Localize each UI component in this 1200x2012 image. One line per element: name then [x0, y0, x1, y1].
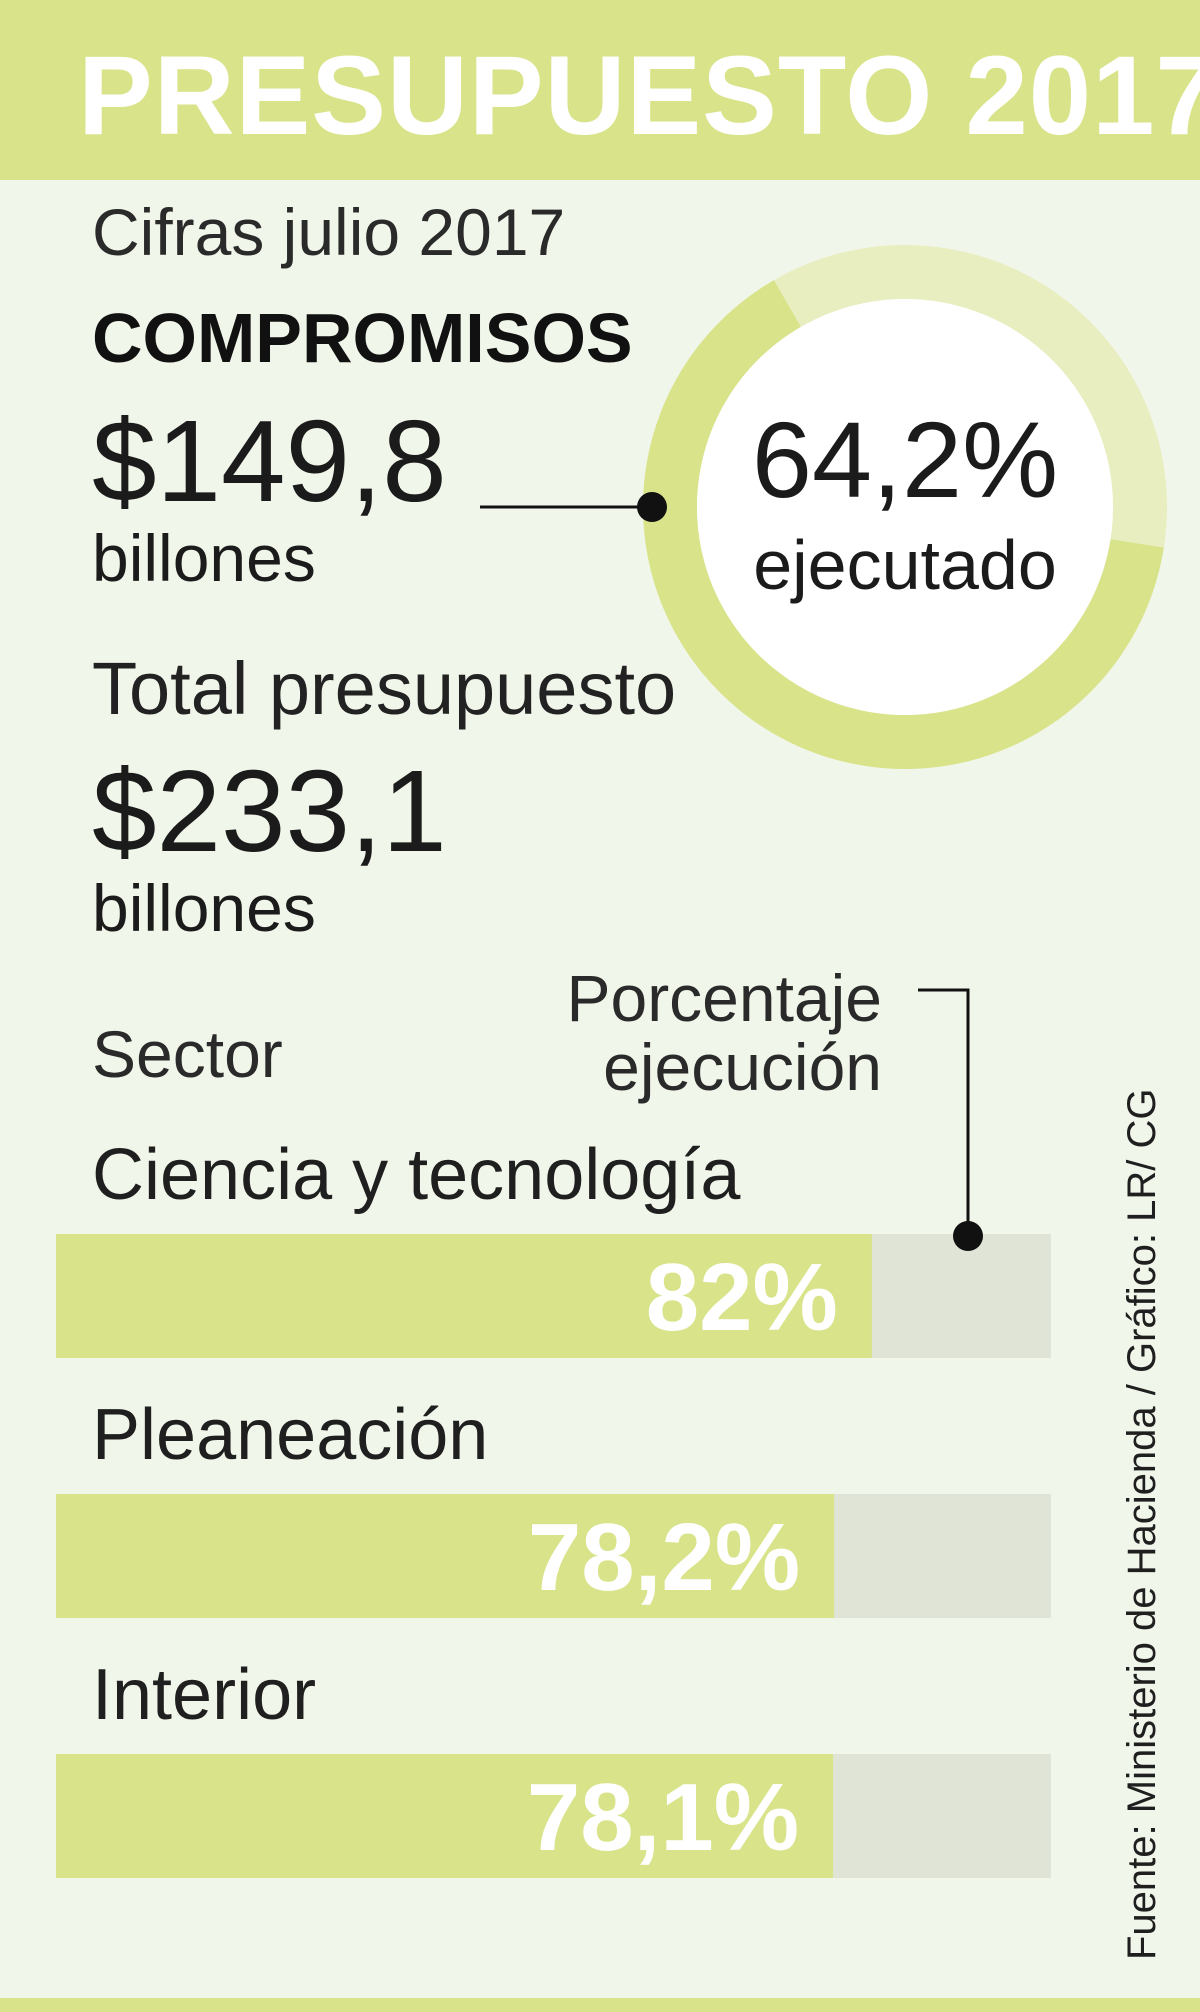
compromisos-unit: billones — [92, 521, 316, 595]
percent-header: Porcentaje ejecución — [566, 961, 882, 1105]
bar-value-label: 78,2% — [528, 1504, 800, 1611]
donut-value-sublabel: ejecutado — [753, 526, 1057, 604]
bar-value-label: 78,1% — [527, 1764, 799, 1871]
footer-band — [0, 1998, 1200, 2012]
percent-header-line1: Porcentaje — [566, 961, 882, 1035]
total-label: Total presupuesto — [92, 647, 677, 730]
bar — [56, 1494, 835, 1618]
percent-header-connector-line — [918, 988, 970, 1236]
source-note: Fuente: Ministerio de Hacienda / Gráfico… — [1120, 1088, 1164, 1960]
sector-header: Sector — [92, 1017, 283, 1091]
bar — [56, 1754, 834, 1878]
subtitle: Cifras julio 2017 — [92, 195, 566, 269]
percent-header-connector-dot — [953, 1221, 983, 1251]
header-band: PRESUPUESTO 2017 — [0, 0, 1200, 180]
donut-center — [697, 299, 1113, 715]
total-unit: billones — [92, 871, 316, 945]
donut-value-label: 64,2% — [752, 399, 1058, 520]
bar-value-label: 82% — [646, 1244, 838, 1351]
bar-category-label: Ciencia y tecnología — [92, 1135, 741, 1215]
compromisos-amount: $149,8 — [92, 396, 447, 526]
percent-header-line2: ejecución — [603, 1030, 882, 1105]
total-amount: $233,1 — [92, 746, 447, 876]
compromisos-connector-dot — [637, 492, 667, 522]
bar-category-label: Interior — [92, 1655, 317, 1735]
page-title: PRESUPUESTO 2017 — [78, 33, 1200, 158]
bar — [56, 1234, 872, 1358]
donut-slice-remaining — [774, 245, 1167, 548]
bar-category-label: Pleaneación — [92, 1395, 489, 1475]
compromisos-label: COMPROMISOS — [92, 299, 633, 377]
